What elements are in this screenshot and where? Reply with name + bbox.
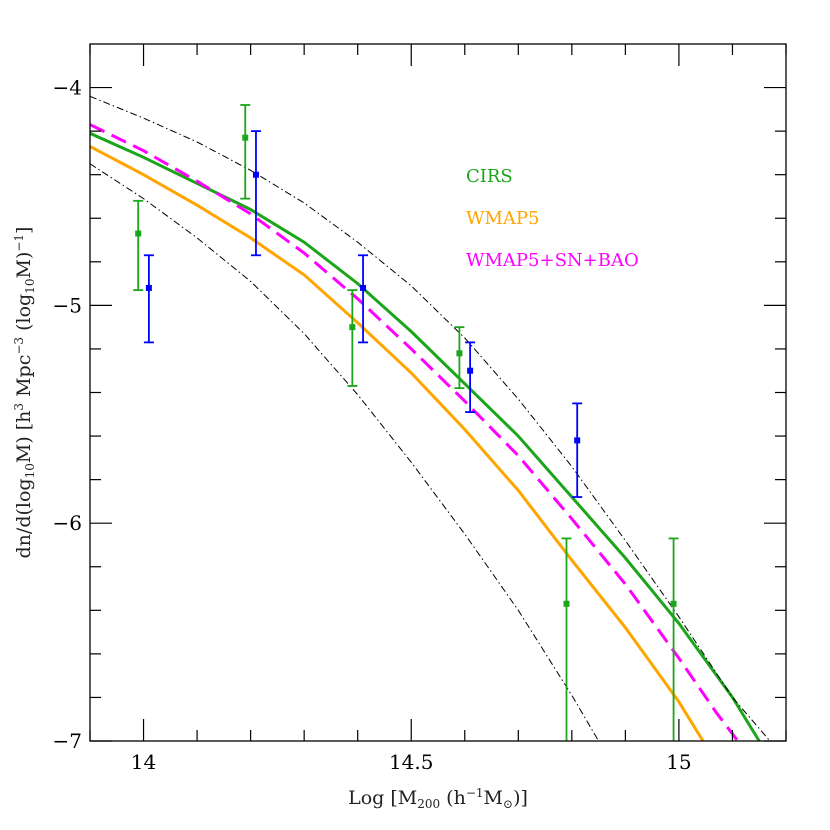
x-tick-label: 14.5 [389,750,434,774]
x-axis-label-part: M [484,787,503,809]
legend-entry: WMAP5 [466,208,540,229]
data-point [349,324,356,331]
y-axis-label-part: Mpc [13,355,35,403]
data-point [670,600,677,607]
data-point [360,284,367,291]
data-point [456,350,463,357]
data-point [563,600,570,607]
x-tick-label: 15 [666,750,691,774]
y-tick-label: −6 [53,511,82,535]
y-axis-label-part: 3 [12,403,26,411]
curve-dashed [90,123,739,741]
curve-dashdot [90,163,600,741]
x-axis-label-part: 200 [417,797,440,811]
y-tick-label: −5 [53,293,82,317]
model-curves [90,95,771,741]
legend-entry: CIRS [466,166,513,187]
x-axis-label-part: (h [440,787,466,809]
legend: CIRS WMAP5 WMAP5+SN+BAO [466,166,639,271]
plot-frame [89,43,787,742]
curve-dashdot [90,95,771,741]
y-axis-label-part: ] [13,227,35,234]
curve-solid [90,145,705,741]
data-point [145,284,152,291]
x-axis-label: Log [M200 (h−1M⊙)] [348,786,528,811]
x-axis-label-part: )] [513,787,528,809]
data-point [467,367,474,374]
data-point [574,437,581,444]
y-tick-label: −7 [53,729,82,753]
x-axis-label-part: ⊙ [503,797,513,811]
y-axis-label-part: −3 [12,337,26,355]
x-axis-label-part: −1 [466,786,484,800]
curve-solid [90,131,761,741]
y-axis-label-part: M) [13,252,35,279]
y-axis-label-part: dn/d(log [13,478,35,558]
y-axis-label-part: M) [h [13,411,35,464]
y-axis-label-part: (log [13,294,35,337]
data-point [252,171,259,178]
data-point [135,230,142,237]
legend-entry: WMAP5+SN+BAO [466,250,639,271]
y-axis-label-part: 10 [23,279,37,294]
data-points [133,104,679,741]
x-tick-label: 14 [131,750,156,774]
y-axis-label: dn/d(log10M) [h3 Mpc−3 (log10M)−1] [12,227,37,559]
data-point [242,134,249,141]
y-axis-label-part: −1 [12,234,26,252]
axis-ticks: 14 14.5 15 −4 −5 −6 −7 [53,44,787,774]
y-axis-label-part: 10 [23,463,37,478]
y-tick-label: −4 [53,76,82,100]
x-axis-label-part: Log [M [348,787,417,809]
